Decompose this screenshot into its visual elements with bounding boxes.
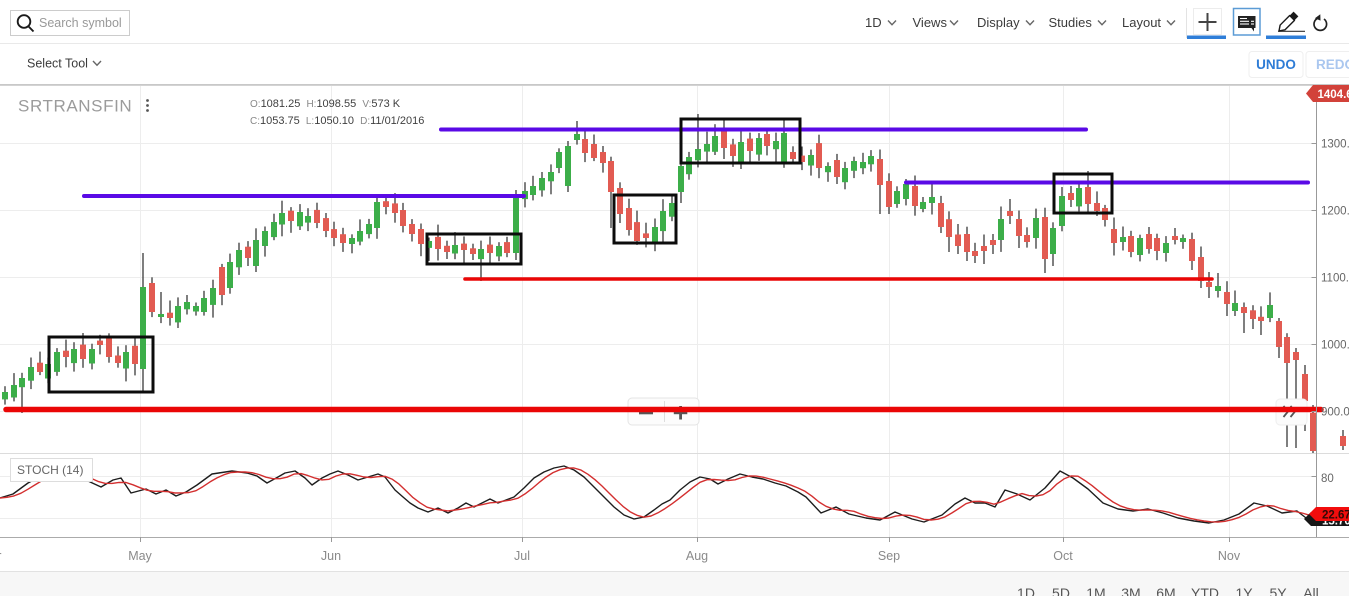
svg-text:Display: Display [977, 15, 1020, 30]
svg-text:22.67: 22.67 [1322, 510, 1349, 522]
svg-text:1404.60: 1404.60 [1318, 89, 1349, 101]
svg-text:1Y: 1Y [1235, 585, 1253, 596]
svg-text:Oct: Oct [1053, 549, 1073, 563]
svg-text:1D: 1D [865, 15, 882, 30]
svg-text:1000.0: 1000.0 [1321, 340, 1349, 352]
svg-text:5D: 5D [1052, 585, 1070, 596]
svg-text:Views: Views [913, 15, 948, 30]
svg-text:UNDO: UNDO [1256, 57, 1296, 72]
svg-text:O:1081.25 H:1098.55 V:573 K: O:1081.25 H:1098.55 V:573 K [250, 98, 401, 110]
svg-text:80: 80 [1321, 473, 1334, 485]
svg-text:6M: 6M [1156, 585, 1175, 596]
svg-text:Select Tool: Select Tool [27, 57, 88, 71]
svg-text:Aug: Aug [686, 549, 708, 563]
svg-text:1D: 1D [1017, 585, 1035, 596]
svg-text:REDO: REDO [1316, 57, 1349, 72]
svg-text:1M: 1M [1086, 585, 1105, 596]
svg-text:Jun: Jun [321, 549, 341, 563]
svg-text:Apr: Apr [0, 549, 1, 563]
svg-text:Sep: Sep [878, 549, 900, 563]
svg-text:May: May [128, 549, 152, 563]
svg-text:SRTRANSFIN: SRTRANSFIN [18, 97, 132, 116]
svg-text:5Y: 5Y [1269, 585, 1287, 596]
svg-text:1200.0: 1200.0 [1321, 206, 1349, 218]
svg-text:YTD: YTD [1191, 585, 1219, 596]
svg-text:Studies: Studies [1049, 15, 1093, 30]
svg-text:900.00: 900.00 [1321, 407, 1349, 419]
svg-text:1300.0: 1300.0 [1321, 139, 1349, 151]
svg-text:Layout: Layout [1122, 15, 1161, 30]
svg-text:3M: 3M [1121, 585, 1140, 596]
svg-text:All: All [1303, 585, 1319, 596]
svg-text:Nov: Nov [1218, 549, 1241, 563]
svg-text:1100.0: 1100.0 [1321, 273, 1349, 285]
svg-text:C:1053.75 L:1050.10 D:11/01/: C:1053.75 L:1050.10 D:11/01/2016 [250, 115, 424, 127]
svg-text:STOCH (14): STOCH (14) [17, 463, 83, 477]
svg-text:Jul: Jul [514, 549, 530, 563]
svg-text:Search symbol: Search symbol [39, 16, 122, 30]
